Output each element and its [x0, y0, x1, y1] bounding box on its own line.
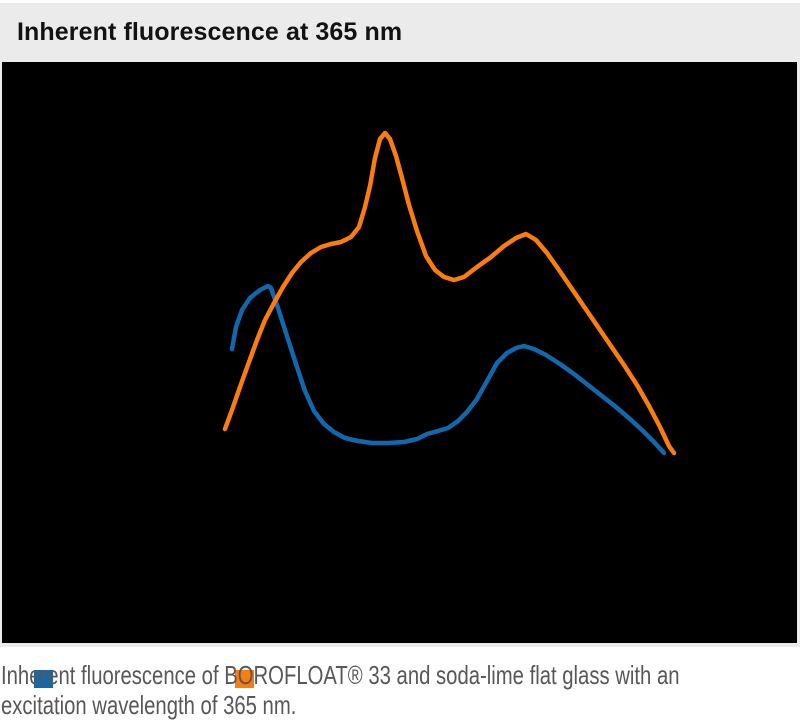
chart-title-bar: Inherent fluorescence at 365 nm	[0, 0, 800, 62]
legend-swatch-soda-lime	[235, 670, 254, 688]
caption-line-1: Inherent fluorescence of BOROFLOAT® 33 a…	[1, 660, 680, 690]
chart-panel	[0, 62, 800, 688]
caption-line-2: excitation wavelength of 365 nm.	[1, 690, 297, 720]
chart-title: Inherent fluorescence at 365 nm	[17, 18, 403, 46]
legend-swatch-borofloat	[34, 670, 53, 688]
figure-caption: Inherent fluorescence of BOROFLOAT® 33 a…	[1, 660, 680, 720]
